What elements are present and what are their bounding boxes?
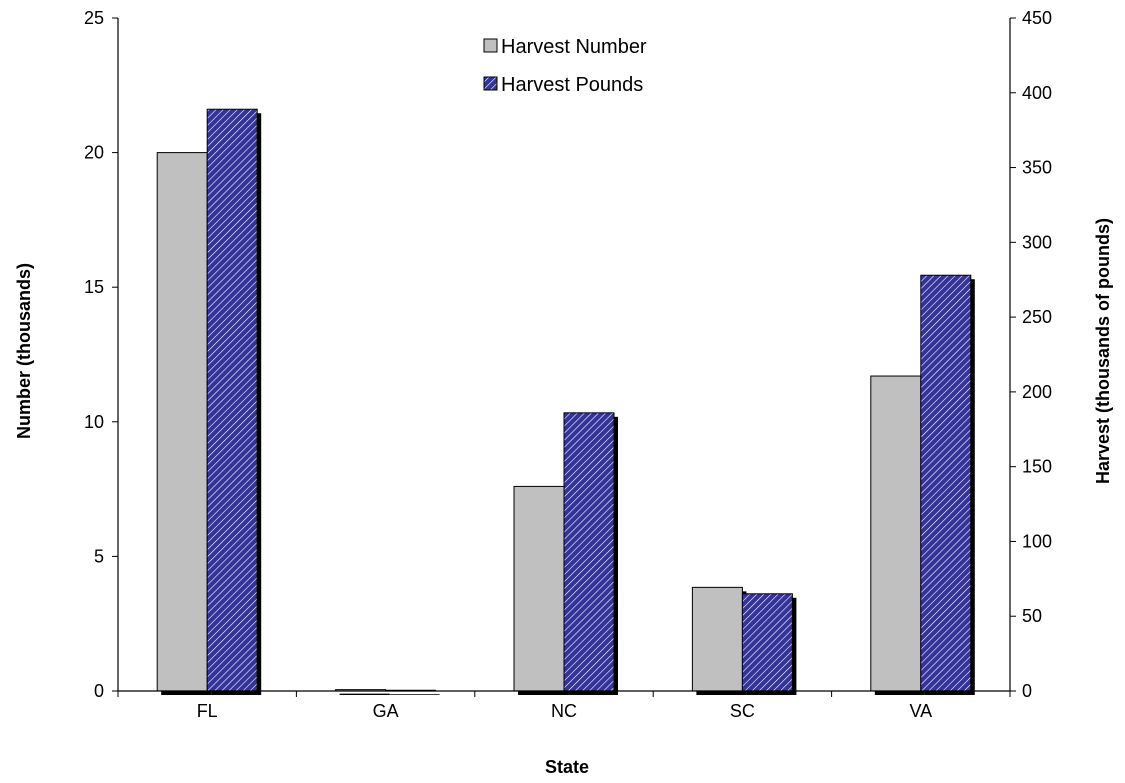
y-right-tick-label-250: 250	[1022, 307, 1052, 327]
bar-harvest-number-va	[870, 375, 922, 692]
axes-layer	[112, 17, 1016, 697]
y-left-axis-title: Number (thousands)	[14, 263, 34, 439]
bar-harvest-number-fl	[156, 152, 208, 692]
bar-harvest-pounds-va	[920, 274, 972, 692]
y-right-tick-label-100: 100	[1022, 531, 1052, 551]
legend-label-harvest-number: Harvest Number	[501, 36, 647, 58]
x-axis-title: State	[545, 757, 589, 777]
y-left-tick-label-25: 25	[84, 8, 104, 28]
y-left-tick-label-10: 10	[84, 412, 104, 432]
x-tick-label-va: VA	[909, 701, 932, 721]
y-left-tick-label-20: 20	[84, 143, 104, 163]
bar-harvest-number-sc	[691, 586, 743, 692]
bar-harvest-pounds-sc	[741, 593, 793, 692]
y-right-tick-label-50: 50	[1022, 606, 1042, 626]
y-right-tick-label-400: 400	[1022, 83, 1052, 103]
y-right-tick-label-0: 0	[1022, 681, 1032, 701]
y-right-tick-label-450: 450	[1022, 8, 1052, 28]
y-right-tick-label-150: 150	[1022, 457, 1052, 477]
y-right-tick-label-300: 300	[1022, 232, 1052, 252]
x-tick-label-ga: GA	[373, 701, 399, 721]
x-tick-label-fl: FL	[197, 701, 218, 721]
y-left-tick-label-5: 5	[94, 546, 104, 566]
bars-layer	[156, 108, 975, 696]
legend-label-harvest-pounds: Harvest Pounds	[501, 74, 643, 96]
y-right-tick-label-200: 200	[1022, 382, 1052, 402]
legend-swatch-harvest-number	[483, 38, 498, 53]
y-right-tick-label-350: 350	[1022, 158, 1052, 178]
y-left-tick-label-15: 15	[84, 277, 104, 297]
bar-harvest-pounds-fl	[206, 108, 258, 692]
y-right-axis-title: Harvest (thousands of pounds)	[1093, 218, 1113, 484]
legend: Harvest Number Harvest Pounds	[483, 36, 647, 96]
ticks-layer: FL GA NC SC VA051015202505010015020025030035…	[84, 8, 1052, 721]
x-tick-label-nc: NC	[551, 701, 577, 721]
bar-shadow-harvest-number-ga	[339, 693, 390, 695]
x-tick-label-sc: SC	[730, 701, 755, 721]
bar-shadow-harvest-pounds-ga	[389, 694, 440, 695]
bar-harvest-number-nc	[513, 485, 565, 692]
legend-swatch-harvest-pounds	[483, 76, 498, 91]
bar-harvest-pounds-nc	[563, 412, 615, 692]
y-left-tick-label-0: 0	[94, 681, 104, 701]
